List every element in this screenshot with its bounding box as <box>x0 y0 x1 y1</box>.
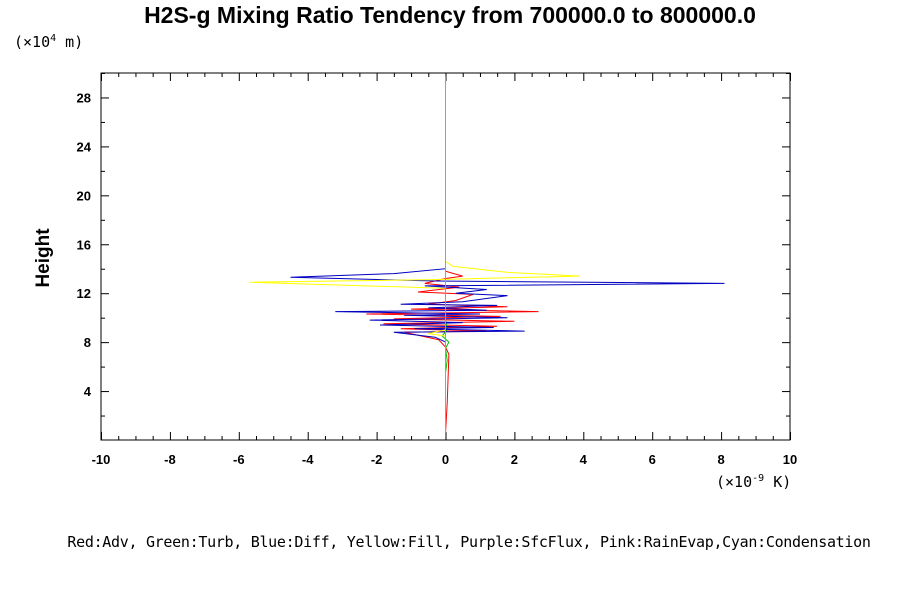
x-tick-label: -2 <box>371 452 383 467</box>
y-axis-label: Height <box>33 228 54 288</box>
x-unit-suffix: K) <box>764 473 792 491</box>
x-tick-label: 8 <box>717 452 724 467</box>
y-unit-exponent: 4 <box>50 33 57 44</box>
chart-title: H2S-g Mixing Ratio Tendency from 700000.… <box>144 2 756 28</box>
x-tick-label: 10 <box>783 452 797 467</box>
y-tick-label: 16 <box>77 237 91 252</box>
x-axis-unit: (×10-9 K) <box>716 473 791 491</box>
x-tick-label: -10 <box>92 452 111 467</box>
y-tick-label: 4 <box>84 384 92 399</box>
x-tick-label: -6 <box>233 452 245 467</box>
y-tick-label: 8 <box>84 335 91 350</box>
y-tick-label: 20 <box>77 188 91 203</box>
x-tick-label: -8 <box>164 452 176 467</box>
y-tick-label: 12 <box>77 286 91 301</box>
x-unit-prefix: (×10 <box>716 473 753 491</box>
y-axis-unit: (×104 m) <box>14 33 83 51</box>
series-group <box>249 76 725 433</box>
legend-text: Red:Adv, Green:Turb, Blue:Diff, Yellow:F… <box>67 533 871 551</box>
y-unit-prefix: (×10 <box>14 33 51 51</box>
x-tick-label: 4 <box>580 452 588 467</box>
x-tick-label: 0 <box>442 452 449 467</box>
x-tick-label: 6 <box>649 452 656 467</box>
x-tick-label: -4 <box>302 452 314 467</box>
y-tick-label: 28 <box>77 90 91 105</box>
x-tick-label: 2 <box>511 452 518 467</box>
x-unit-exponent: -9 <box>752 473 765 484</box>
series-line-1 <box>366 76 539 433</box>
series-line-4 <box>249 76 580 433</box>
series-line-3 <box>290 76 725 433</box>
y-tick-label: 24 <box>77 139 92 154</box>
y-unit-suffix: m) <box>56 33 84 51</box>
